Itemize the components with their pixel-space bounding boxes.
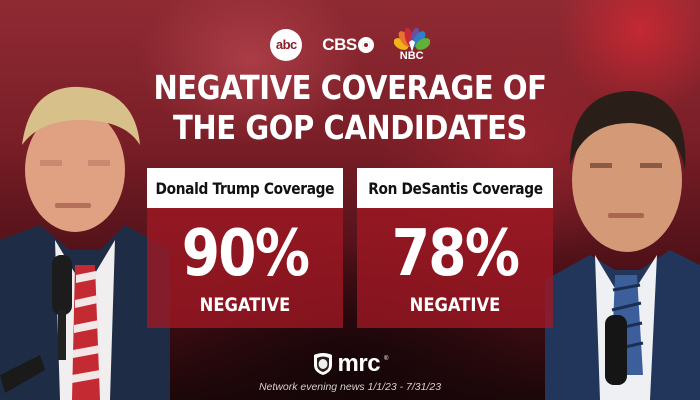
mrc-wordmark: mrc	[337, 350, 381, 377]
nbc-peacock-icon	[393, 28, 430, 52]
cbs-eye-icon	[357, 36, 374, 53]
trump-coverage-card: Donald Trump Coverage 90% NEGATIVE	[147, 168, 343, 328]
negative-label: NEGATIVE	[409, 294, 501, 316]
donald-trump-photo	[0, 86, 170, 400]
negative-percentage: 78%	[391, 217, 520, 291]
source-note: Network evening news 1/1/23 - 7/31/23	[258, 381, 442, 393]
desantis-coverage-card: Ron DeSantis Coverage 78% NEGATIVE	[357, 168, 553, 328]
candidate-label: Donald Trump Coverage	[155, 178, 335, 198]
headline-line-2: THE GOP CANDIDATES	[173, 108, 527, 147]
nbc-logo-text: NBC	[399, 50, 424, 62]
negative-percentage: 90%	[181, 217, 310, 291]
headline: NEGATIVE COVERAGE OF THE GOP CANDIDATES	[42, 68, 658, 148]
card-header: Ron DeSantis Coverage	[357, 168, 553, 208]
negative-label: NEGATIVE	[199, 294, 291, 316]
headline-line-1: NEGATIVE COVERAGE OF	[153, 68, 547, 107]
card-header: Donald Trump Coverage	[147, 168, 343, 208]
cbs-logo-text: CBS	[322, 34, 357, 54]
abc-logo: abc	[270, 28, 303, 61]
nbc-logo: NBC	[393, 28, 430, 62]
ron-desantis-photo	[545, 91, 700, 400]
mrc-logo: mrc ®	[0, 352, 700, 376]
cbs-logo: CBS	[322, 34, 374, 55]
mrc-bulldog-shield-icon	[313, 353, 332, 375]
registered-mark: ®	[384, 356, 389, 362]
card-body: 78% NEGATIVE	[357, 208, 553, 328]
candidate-label: Ron DeSantis Coverage	[367, 178, 543, 198]
network-logos: abc CBS NBC	[0, 28, 700, 62]
card-body: 90% NEGATIVE	[147, 208, 343, 328]
